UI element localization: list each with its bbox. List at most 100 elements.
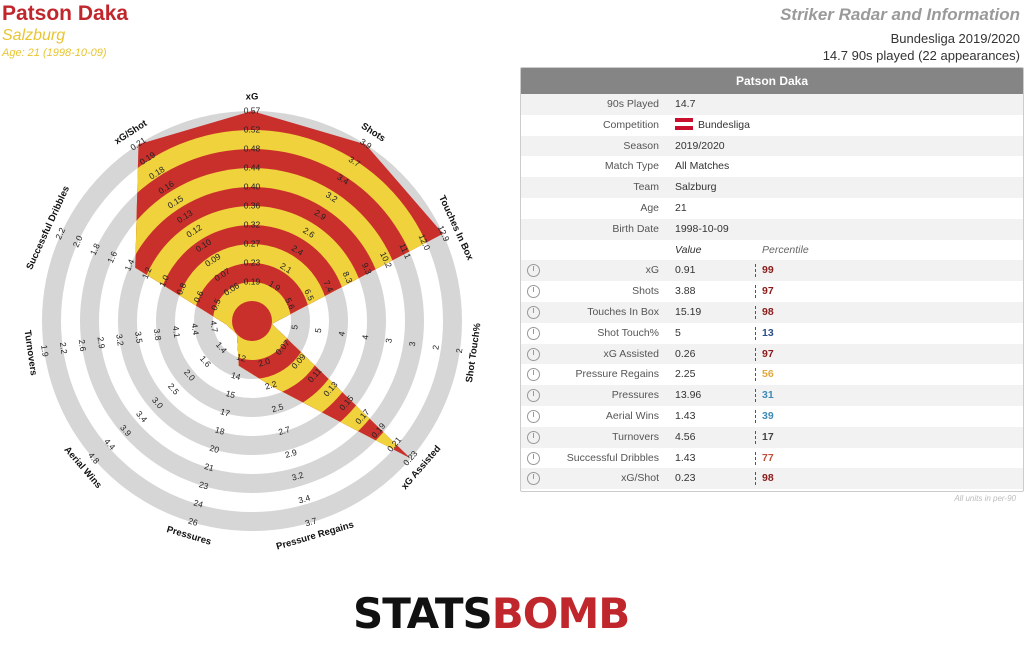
metric-row: Turnovers 4.56 17 bbox=[521, 426, 1023, 448]
radar-tick-label: 0.32 bbox=[244, 219, 261, 229]
metric-gauge-icon bbox=[527, 264, 540, 278]
radar-tick-label: 0.48 bbox=[244, 143, 261, 153]
percentile-bar bbox=[755, 347, 756, 361]
radar-tick-label: 0.19 bbox=[244, 276, 261, 286]
info-value: All Matches bbox=[675, 160, 730, 173]
radar-tick-label: 3.2 bbox=[114, 333, 126, 346]
radar-tick-label: 2.6 bbox=[77, 339, 89, 352]
radar-tick-label: 4.1 bbox=[171, 325, 183, 338]
radar-tick-label: 0.6 bbox=[192, 289, 206, 304]
radar-tick-label: 7.4 bbox=[321, 279, 335, 294]
radar-tick-label: 0.23 bbox=[244, 257, 261, 267]
radar-tick-label: 4.4 bbox=[190, 323, 202, 336]
metric-percentile: 13 bbox=[762, 326, 774, 339]
radar-tick-label: 3.8 bbox=[152, 328, 164, 341]
percentile-bar bbox=[755, 285, 756, 299]
metric-value: 3.88 bbox=[675, 285, 696, 298]
player-age: Age: 21 (1998-10-09) bbox=[2, 47, 107, 59]
metric-percentile: 97 bbox=[762, 285, 774, 298]
radar-tick-label: 26 bbox=[187, 516, 199, 528]
radar-axis-label: Turnovers bbox=[22, 329, 39, 376]
radar-tick-label: 9.3 bbox=[360, 261, 374, 276]
percentile-bar bbox=[755, 368, 756, 382]
metric-label: Pressure Regains bbox=[575, 368, 659, 381]
metric-row: Pressures 13.96 31 bbox=[521, 385, 1023, 406]
info-value: Bundesliga bbox=[675, 115, 750, 136]
metric-value: 1.43 bbox=[675, 451, 696, 464]
radar-tick-label: 2.0 bbox=[257, 356, 271, 369]
radar-tick-label: 0.5 bbox=[209, 297, 223, 312]
radar-tick-label: 1.6 bbox=[105, 249, 119, 264]
percentile-bar bbox=[755, 326, 756, 340]
radar-tick-label: 1.9 bbox=[39, 344, 51, 357]
metric-row: Successful Dribbles 1.43 77 bbox=[521, 448, 1023, 469]
radar-tick-label: 14 bbox=[230, 370, 242, 382]
info-table: Patson Daka 90s Played 14.7 Competition Bun… bbox=[520, 67, 1024, 492]
info-value: 14.7 bbox=[675, 98, 696, 110]
radar-tick-label: 0.44 bbox=[244, 162, 261, 172]
radar-tick-label: 12 bbox=[235, 352, 247, 364]
metric-label: xG/Shot bbox=[621, 472, 659, 485]
info-row: Competition Bundesliga bbox=[521, 115, 1023, 136]
radar-tick-label: 5 bbox=[289, 324, 300, 330]
logo-text-stats: STATS bbox=[353, 589, 493, 638]
percentile-bar bbox=[755, 430, 756, 444]
metric-gauge-icon bbox=[527, 472, 540, 486]
metric-percentile: 97 bbox=[762, 347, 774, 360]
radar-tick-label: 2.9 bbox=[284, 447, 298, 460]
statsbomb-logo: STATSBOMB bbox=[353, 589, 630, 638]
info-label: Match Type bbox=[604, 160, 659, 173]
radar-tick-label: 2.2 bbox=[264, 379, 278, 392]
metric-value: 2.25 bbox=[675, 368, 696, 381]
metric-percentile: 98 bbox=[762, 305, 774, 318]
metric-row: Touches In Box 15.19 98 bbox=[521, 301, 1023, 323]
metric-gauge-icon bbox=[527, 368, 540, 382]
metric-gauge-icon bbox=[527, 430, 540, 444]
radar-tick-label: 2.9 bbox=[96, 336, 108, 349]
metric-row: Aerial Wins 1.43 39 bbox=[521, 406, 1023, 427]
metric-row: xG/Shot 0.23 98 bbox=[521, 468, 1023, 490]
info-row: Age 21 bbox=[521, 198, 1023, 219]
percentile-bar bbox=[755, 451, 756, 465]
percentile-column-header: Percentile bbox=[762, 243, 809, 256]
metric-label: Shots bbox=[632, 285, 659, 298]
percentile-bar bbox=[755, 264, 756, 278]
info-label: Birth Date bbox=[612, 222, 659, 235]
percentile-bar bbox=[755, 409, 756, 423]
radar-tick-label: 2.7 bbox=[277, 424, 291, 437]
radar-tick-label: 6.5 bbox=[302, 287, 316, 302]
radar-tick-label: 2.0 bbox=[71, 234, 85, 249]
metric-gauge-icon bbox=[527, 347, 540, 361]
radar-tick-label: 1.0 bbox=[157, 273, 171, 288]
radar-tick-label: 4 bbox=[336, 331, 347, 337]
info-label: Season bbox=[623, 139, 659, 152]
metric-gauge-icon bbox=[527, 326, 540, 340]
radar-fill-center bbox=[232, 301, 272, 341]
metric-gauge-icon bbox=[527, 409, 540, 423]
radar-tick-label: 2 bbox=[454, 347, 465, 353]
metric-percentile: 56 bbox=[762, 368, 774, 381]
metric-row: Pressure Regains 2.25 56 bbox=[521, 364, 1023, 385]
radar-tick-label: 4 bbox=[360, 334, 371, 340]
radar-tick-label: 0.8 bbox=[174, 281, 188, 296]
radar-tick-label: 3.7 bbox=[304, 515, 318, 528]
radar-tick-label: 2.2 bbox=[53, 226, 67, 241]
metric-gauge-icon bbox=[527, 285, 540, 299]
radar-tick-label: 23 bbox=[198, 479, 210, 491]
radar-tick-label: 3.4 bbox=[297, 492, 311, 505]
metric-value: 1.43 bbox=[675, 409, 696, 422]
radar-tick-label: 0.40 bbox=[244, 181, 261, 191]
radar-tick-label: 1.8 bbox=[88, 242, 102, 257]
info-row: Birth Date 1998-10-09 bbox=[521, 218, 1023, 240]
radar-tick-label: 5.6 bbox=[283, 296, 297, 311]
info-value: 1998-10-09 bbox=[675, 222, 729, 235]
player-club: Salzburg bbox=[2, 27, 66, 44]
info-label: Team bbox=[633, 181, 659, 194]
league-season: Bundesliga 2019/2020 bbox=[890, 31, 1020, 46]
metric-value: 13.96 bbox=[675, 389, 702, 402]
metric-percentile: 39 bbox=[762, 409, 774, 422]
info-label: Age bbox=[640, 201, 659, 214]
info-row: Season 2019/2020 bbox=[521, 135, 1023, 157]
radar-tick-label: 0.36 bbox=[244, 200, 261, 210]
info-label: Competition bbox=[602, 118, 659, 131]
